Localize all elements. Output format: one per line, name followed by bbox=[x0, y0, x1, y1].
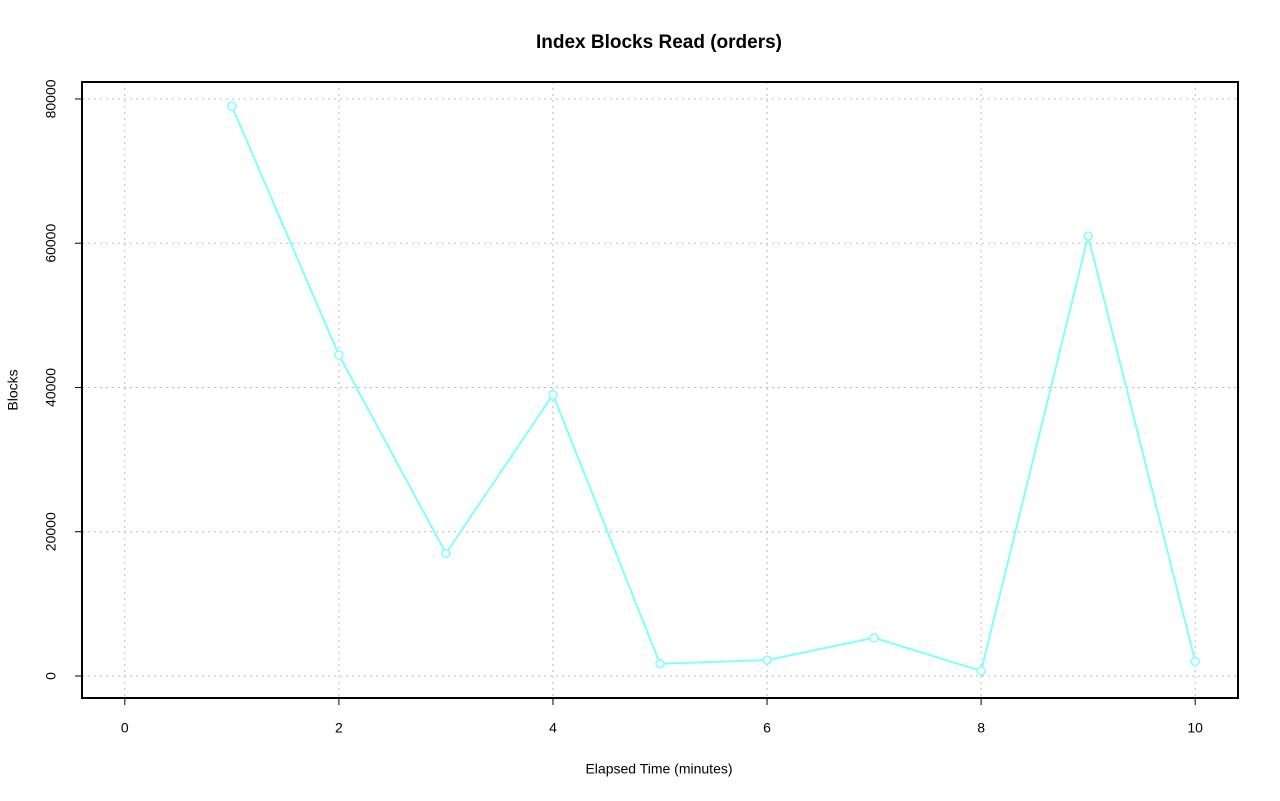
y-tick-label: 20000 bbox=[43, 512, 59, 551]
data-line bbox=[230, 105, 1197, 673]
x-tick-label: 0 bbox=[121, 720, 129, 736]
data-point bbox=[762, 655, 772, 665]
y-tick-label: 80000 bbox=[43, 79, 59, 118]
data-point bbox=[334, 350, 344, 360]
data-point bbox=[655, 658, 665, 669]
data-point bbox=[869, 633, 879, 643]
x-axis-label: Elapsed Time (minutes) bbox=[585, 761, 732, 777]
x-tick-label: 2 bbox=[335, 720, 343, 736]
x-tick-label: 4 bbox=[549, 720, 557, 736]
data-point bbox=[976, 666, 986, 676]
plot-frame bbox=[81, 81, 1239, 699]
data-point bbox=[227, 101, 237, 111]
x-tick-label: 8 bbox=[977, 720, 985, 736]
data-point bbox=[548, 389, 558, 400]
data-point bbox=[1190, 656, 1200, 667]
y-tick-label: 40000 bbox=[43, 368, 59, 407]
y-axis-label: Blocks bbox=[5, 369, 21, 410]
x-tick-label: 10 bbox=[1187, 720, 1203, 736]
data-point bbox=[1083, 231, 1093, 241]
data-point bbox=[441, 548, 451, 559]
chart-title: Index Blocks Read (orders) bbox=[536, 32, 782, 53]
y-tick-label: 60000 bbox=[43, 224, 59, 263]
y-tick-label: 0 bbox=[43, 672, 59, 680]
x-tick-label: 6 bbox=[763, 720, 771, 736]
